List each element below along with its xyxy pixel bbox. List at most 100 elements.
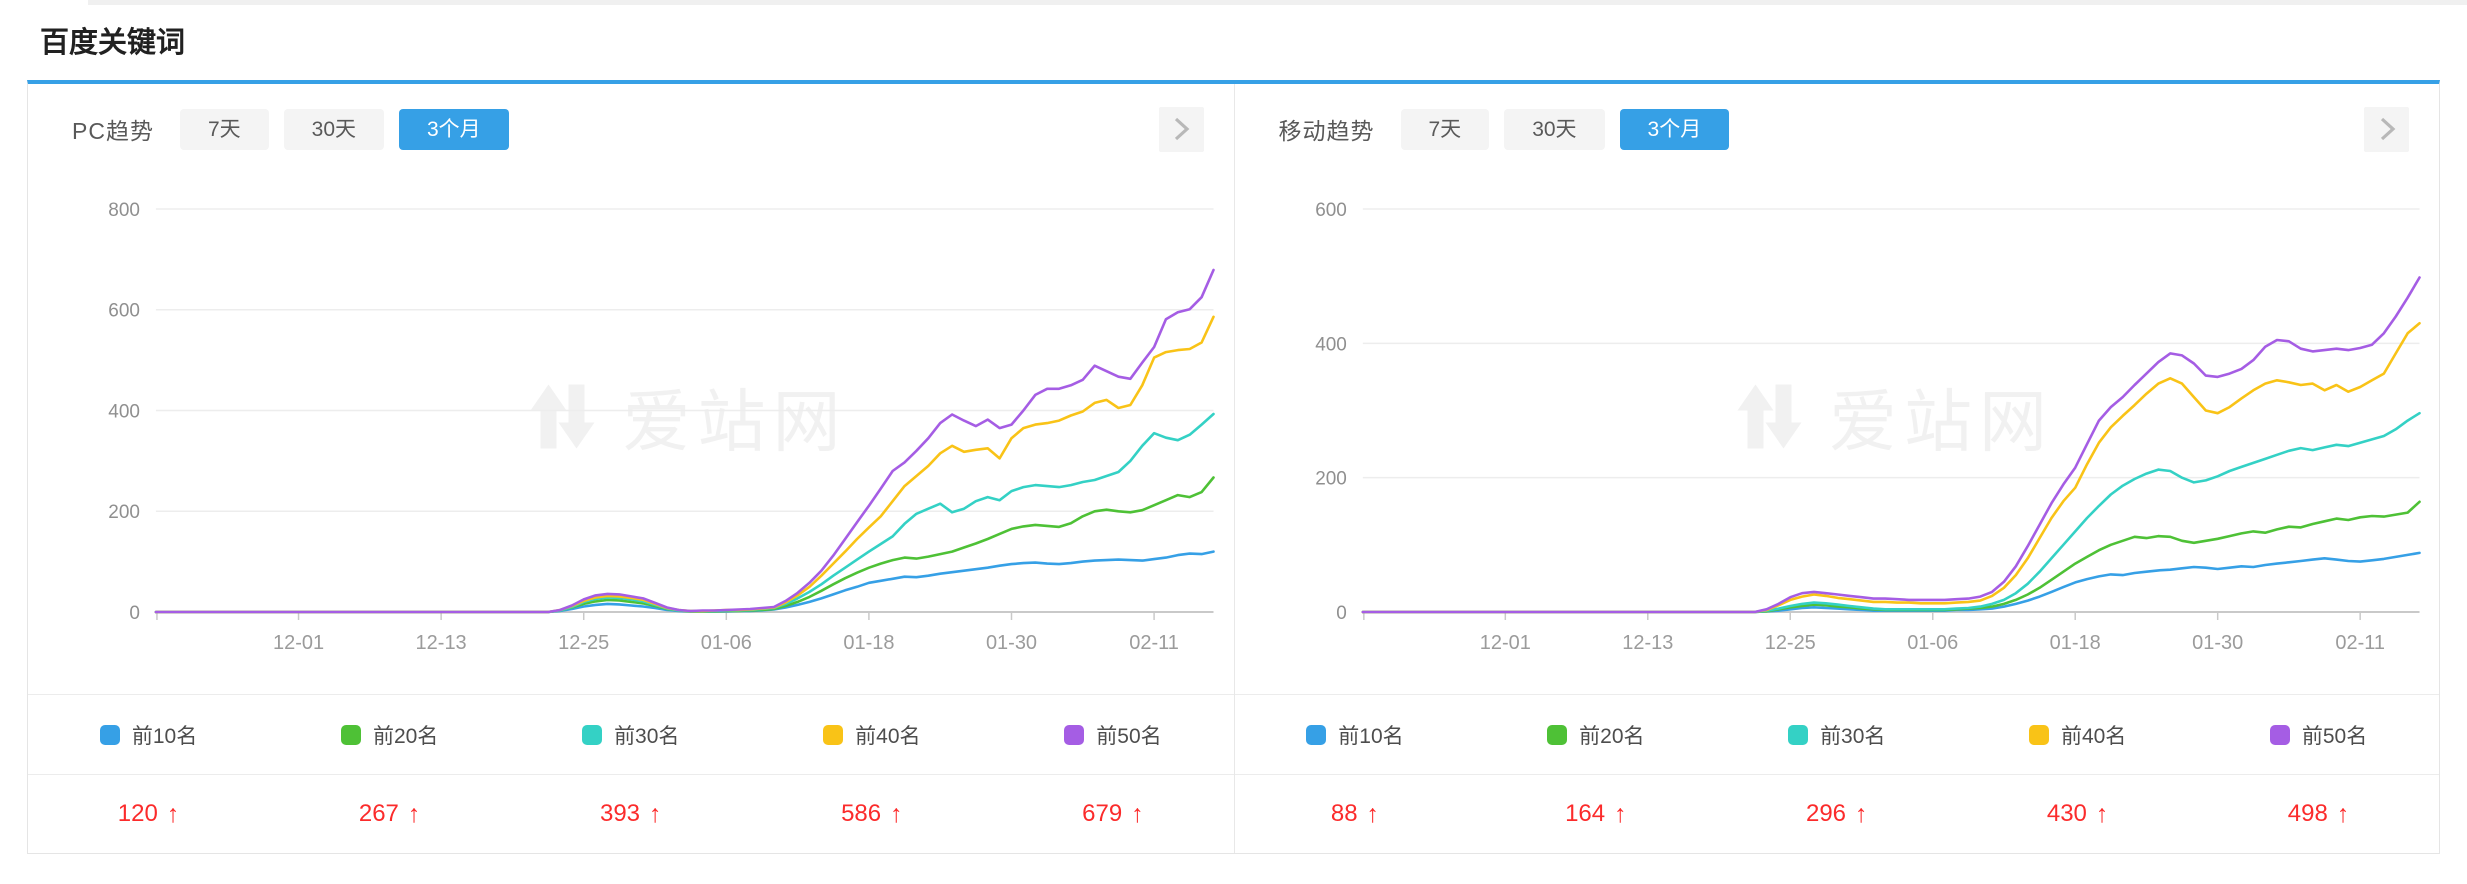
pc-range-button-7d[interactable]: 7天 [179, 108, 269, 150]
legend-label: 前30名 [614, 724, 680, 748]
up-arrow-icon: ↑ [1131, 799, 1144, 828]
keyword-rank-stat: 296 ↑ [1716, 800, 1957, 828]
legend-label: 前50名 [1096, 724, 1162, 748]
page-top-divider [88, 0, 2467, 5]
svg-text:600: 600 [1315, 200, 1347, 221]
mobile-range-button-30d[interactable]: 30天 [1504, 108, 1605, 150]
legend-label: 前50名 [2301, 724, 2368, 748]
legend-label: 前40名 [2060, 724, 2127, 748]
legend-label: 前40名 [855, 724, 921, 748]
legend-swatch-icon [99, 724, 120, 745]
svg-text:02-11: 02-11 [2335, 632, 2385, 654]
svg-text:12-25: 12-25 [1764, 632, 1815, 654]
stat-value: 586 [841, 800, 882, 828]
up-arrow-icon: ↑ [2095, 799, 2109, 828]
keyword-rank-stat: 393 ↑ [510, 800, 751, 828]
legend-swatch-icon [2028, 724, 2049, 745]
pc-range-button-30d[interactable]: 30天 [283, 108, 384, 150]
svg-text:0: 0 [1336, 603, 1347, 624]
up-arrow-icon: ↑ [649, 799, 662, 828]
pc-range-button-3m[interactable]: 3个月 [399, 108, 509, 150]
stat-value: 88 [1330, 800, 1358, 828]
legend-item[interactable]: 前50名 [2198, 720, 2439, 750]
legend-label: 前20名 [1579, 724, 1645, 748]
svg-text:01-18: 01-18 [843, 632, 894, 654]
stat-value: 267 [358, 800, 399, 828]
chevron-right-icon [2380, 118, 2395, 141]
legend-swatch-icon [1788, 724, 1809, 745]
up-arrow-icon: ↑ [1614, 799, 1627, 828]
legend-label: 前20名 [372, 724, 439, 748]
legend-item[interactable]: 前20名 [1475, 720, 1716, 750]
svg-text:01-30: 01-30 [2192, 632, 2243, 654]
keyword-rank-stat: 498 ↑ [2198, 800, 2439, 828]
legend-swatch-icon [340, 724, 361, 745]
legend-swatch-icon [1547, 724, 1568, 745]
legend-item[interactable]: 前20名 [269, 720, 510, 750]
svg-text:02-11: 02-11 [1129, 632, 1179, 654]
stat-value: 679 [1082, 800, 1123, 828]
svg-text:0: 0 [129, 603, 140, 624]
stat-value: 498 [2287, 800, 2328, 828]
pc-chart-header: PC趋势 7天 30天 3个月 [28, 84, 1234, 174]
svg-text:12-01: 12-01 [273, 632, 324, 654]
svg-text:400: 400 [1315, 335, 1347, 356]
mobile-chart-header: 移动趋势 7天 30天 3个月 [1235, 84, 2440, 174]
svg-text:200: 200 [108, 503, 140, 524]
legend-label: 前10名 [1338, 724, 1404, 748]
legend-label: 前10名 [131, 724, 198, 748]
stat-value: 296 [1805, 800, 1847, 828]
mobile-legend-row: 前10名 前20名 前30名 前40名 前50名 [1234, 694, 2439, 774]
svg-text:01-18: 01-18 [2049, 632, 2100, 654]
up-arrow-icon: ↑ [407, 799, 421, 828]
pc-trend-section: PC趋势 7天 30天 3个月 爱站网 0 200 400 600 800 12-01 12… [28, 84, 1234, 853]
svg-text:01-06: 01-06 [1907, 632, 1958, 654]
chevron-right-icon [1174, 118, 1190, 141]
svg-text:12-25: 12-25 [558, 632, 609, 654]
legend-item[interactable]: 前40名 [751, 720, 992, 750]
legend-swatch-icon [1064, 724, 1085, 745]
baidu-keywords-panel: PC趋势 7天 30天 3个月 爱站网 0 200 400 600 800 12-01 12… [27, 80, 2440, 855]
legend-swatch-icon [582, 724, 603, 745]
keyword-rank-stat: 88 ↑ [1235, 800, 1476, 828]
svg-text:600: 600 [108, 301, 140, 322]
up-arrow-icon: ↑ [1855, 799, 1868, 828]
mobile-stats-row: 88 ↑ 164 ↑ 296 ↑ 430 ↑ 498 ↑ [1234, 774, 2439, 853]
pc-stats-row: 120 ↑ 267 ↑ 393 ↑ 586 ↑ 679 ↑ [28, 774, 1234, 853]
svg-text:01-06: 01-06 [701, 632, 752, 654]
keyword-rank-stat: 120 ↑ [28, 800, 269, 828]
pc-trend-chart[interactable]: 爱站网 0 200 400 600 800 12-01 12-13 12-25 01-06 01-… [28, 174, 1234, 694]
mobile-range-button-3m[interactable]: 3个月 [1619, 108, 1730, 150]
mobile-trend-section: 移动趋势 7天 30天 3个月 爱站网 0 200 400 600 12-01 12-13… [1233, 84, 2440, 854]
svg-text:01-30: 01-30 [986, 632, 1037, 654]
legend-item[interactable]: 前30名 [510, 720, 751, 750]
mobile-next-chart-button[interactable] [2364, 106, 2409, 152]
legend-item[interactable]: 前30名 [1716, 720, 1957, 750]
keyword-rank-stat: 679 ↑ [992, 800, 1233, 828]
svg-text:12-01: 12-01 [1479, 632, 1530, 654]
svg-text:200: 200 [1315, 469, 1347, 490]
legend-label: 前30名 [1820, 724, 1886, 748]
stat-value: 120 [117, 800, 158, 828]
page-title: 百度关键词 [40, 27, 186, 59]
legend-item[interactable]: 前10名 [28, 720, 269, 750]
legend-item[interactable]: 前40名 [1957, 720, 2198, 750]
legend-item[interactable]: 前50名 [992, 720, 1233, 750]
mobile-chart-title: 移动趋势 [1278, 118, 1375, 145]
up-arrow-icon: ↑ [2336, 799, 2350, 828]
svg-text:12-13: 12-13 [1622, 632, 1673, 654]
mobile-range-button-7d[interactable]: 7天 [1400, 108, 1490, 150]
pc-legend-row: 前10名 前20名 前30名 前40名 前50名 [28, 694, 1234, 774]
legend-swatch-icon [1306, 724, 1327, 745]
legend-swatch-icon [2269, 724, 2290, 745]
stat-value: 164 [1565, 800, 1606, 828]
pc-chart-title: PC趋势 [72, 118, 154, 145]
up-arrow-icon: ↑ [890, 799, 903, 828]
keyword-rank-stat: 586 ↑ [751, 800, 992, 828]
pc-next-chart-button[interactable] [1158, 106, 1204, 152]
keyword-rank-stat: 164 ↑ [1475, 800, 1716, 828]
legend-item[interactable]: 前10名 [1235, 720, 1476, 750]
keyword-rank-stat: 267 ↑ [269, 800, 510, 828]
mobile-trend-chart[interactable]: 爱站网 0 200 400 600 12-01 12-13 12-25 01-06 01-18 0… [1235, 174, 2440, 694]
svg-text:400: 400 [108, 402, 140, 423]
